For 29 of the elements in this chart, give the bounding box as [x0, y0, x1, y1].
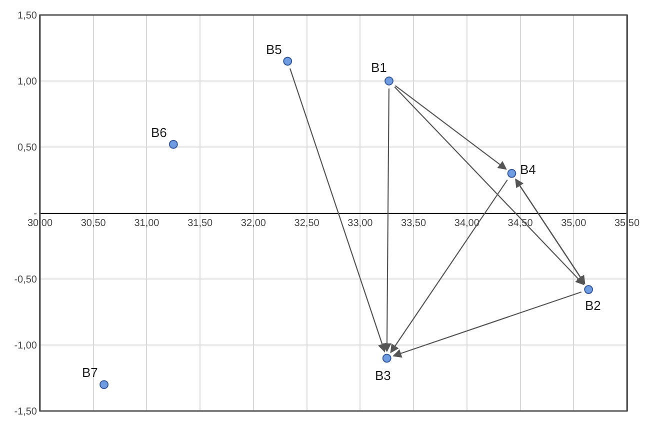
x-tick-label: 32,00	[240, 218, 266, 229]
annotation: B2	[585, 298, 601, 313]
x-tick-label: 31,50	[188, 218, 214, 229]
point	[100, 380, 109, 390]
annotation: B7	[82, 365, 98, 380]
x-tick-label: 33,00	[348, 218, 374, 229]
y-tick-label: -1,50	[14, 406, 38, 418]
point	[507, 168, 516, 178]
annotation: B4	[520, 162, 536, 177]
y-tick-label: -	[34, 208, 37, 220]
annotation: B1	[371, 60, 387, 75]
y-tick-label: -0,50	[14, 274, 38, 286]
annotation: B5	[266, 42, 282, 57]
x-tick-label: 35,00	[561, 218, 587, 229]
x-tick-label: 32,50	[294, 218, 320, 229]
y-tick-label: 0,50	[18, 142, 38, 154]
point	[584, 285, 594, 294]
point	[382, 354, 392, 363]
x-tick-label: 33,50	[401, 218, 426, 229]
point	[283, 56, 292, 66]
annotation: B3	[375, 368, 391, 383]
y-tick-label: -1,00	[14, 340, 38, 352]
y-tick-label: 1,00	[18, 76, 38, 88]
annotation: B6	[151, 125, 167, 140]
y-tick-label: 1,50	[18, 10, 38, 22]
point	[384, 76, 394, 86]
point	[168, 140, 178, 149]
x-tick-label: 30,50	[80, 218, 106, 229]
x-tick-label: 31,00	[134, 218, 160, 229]
